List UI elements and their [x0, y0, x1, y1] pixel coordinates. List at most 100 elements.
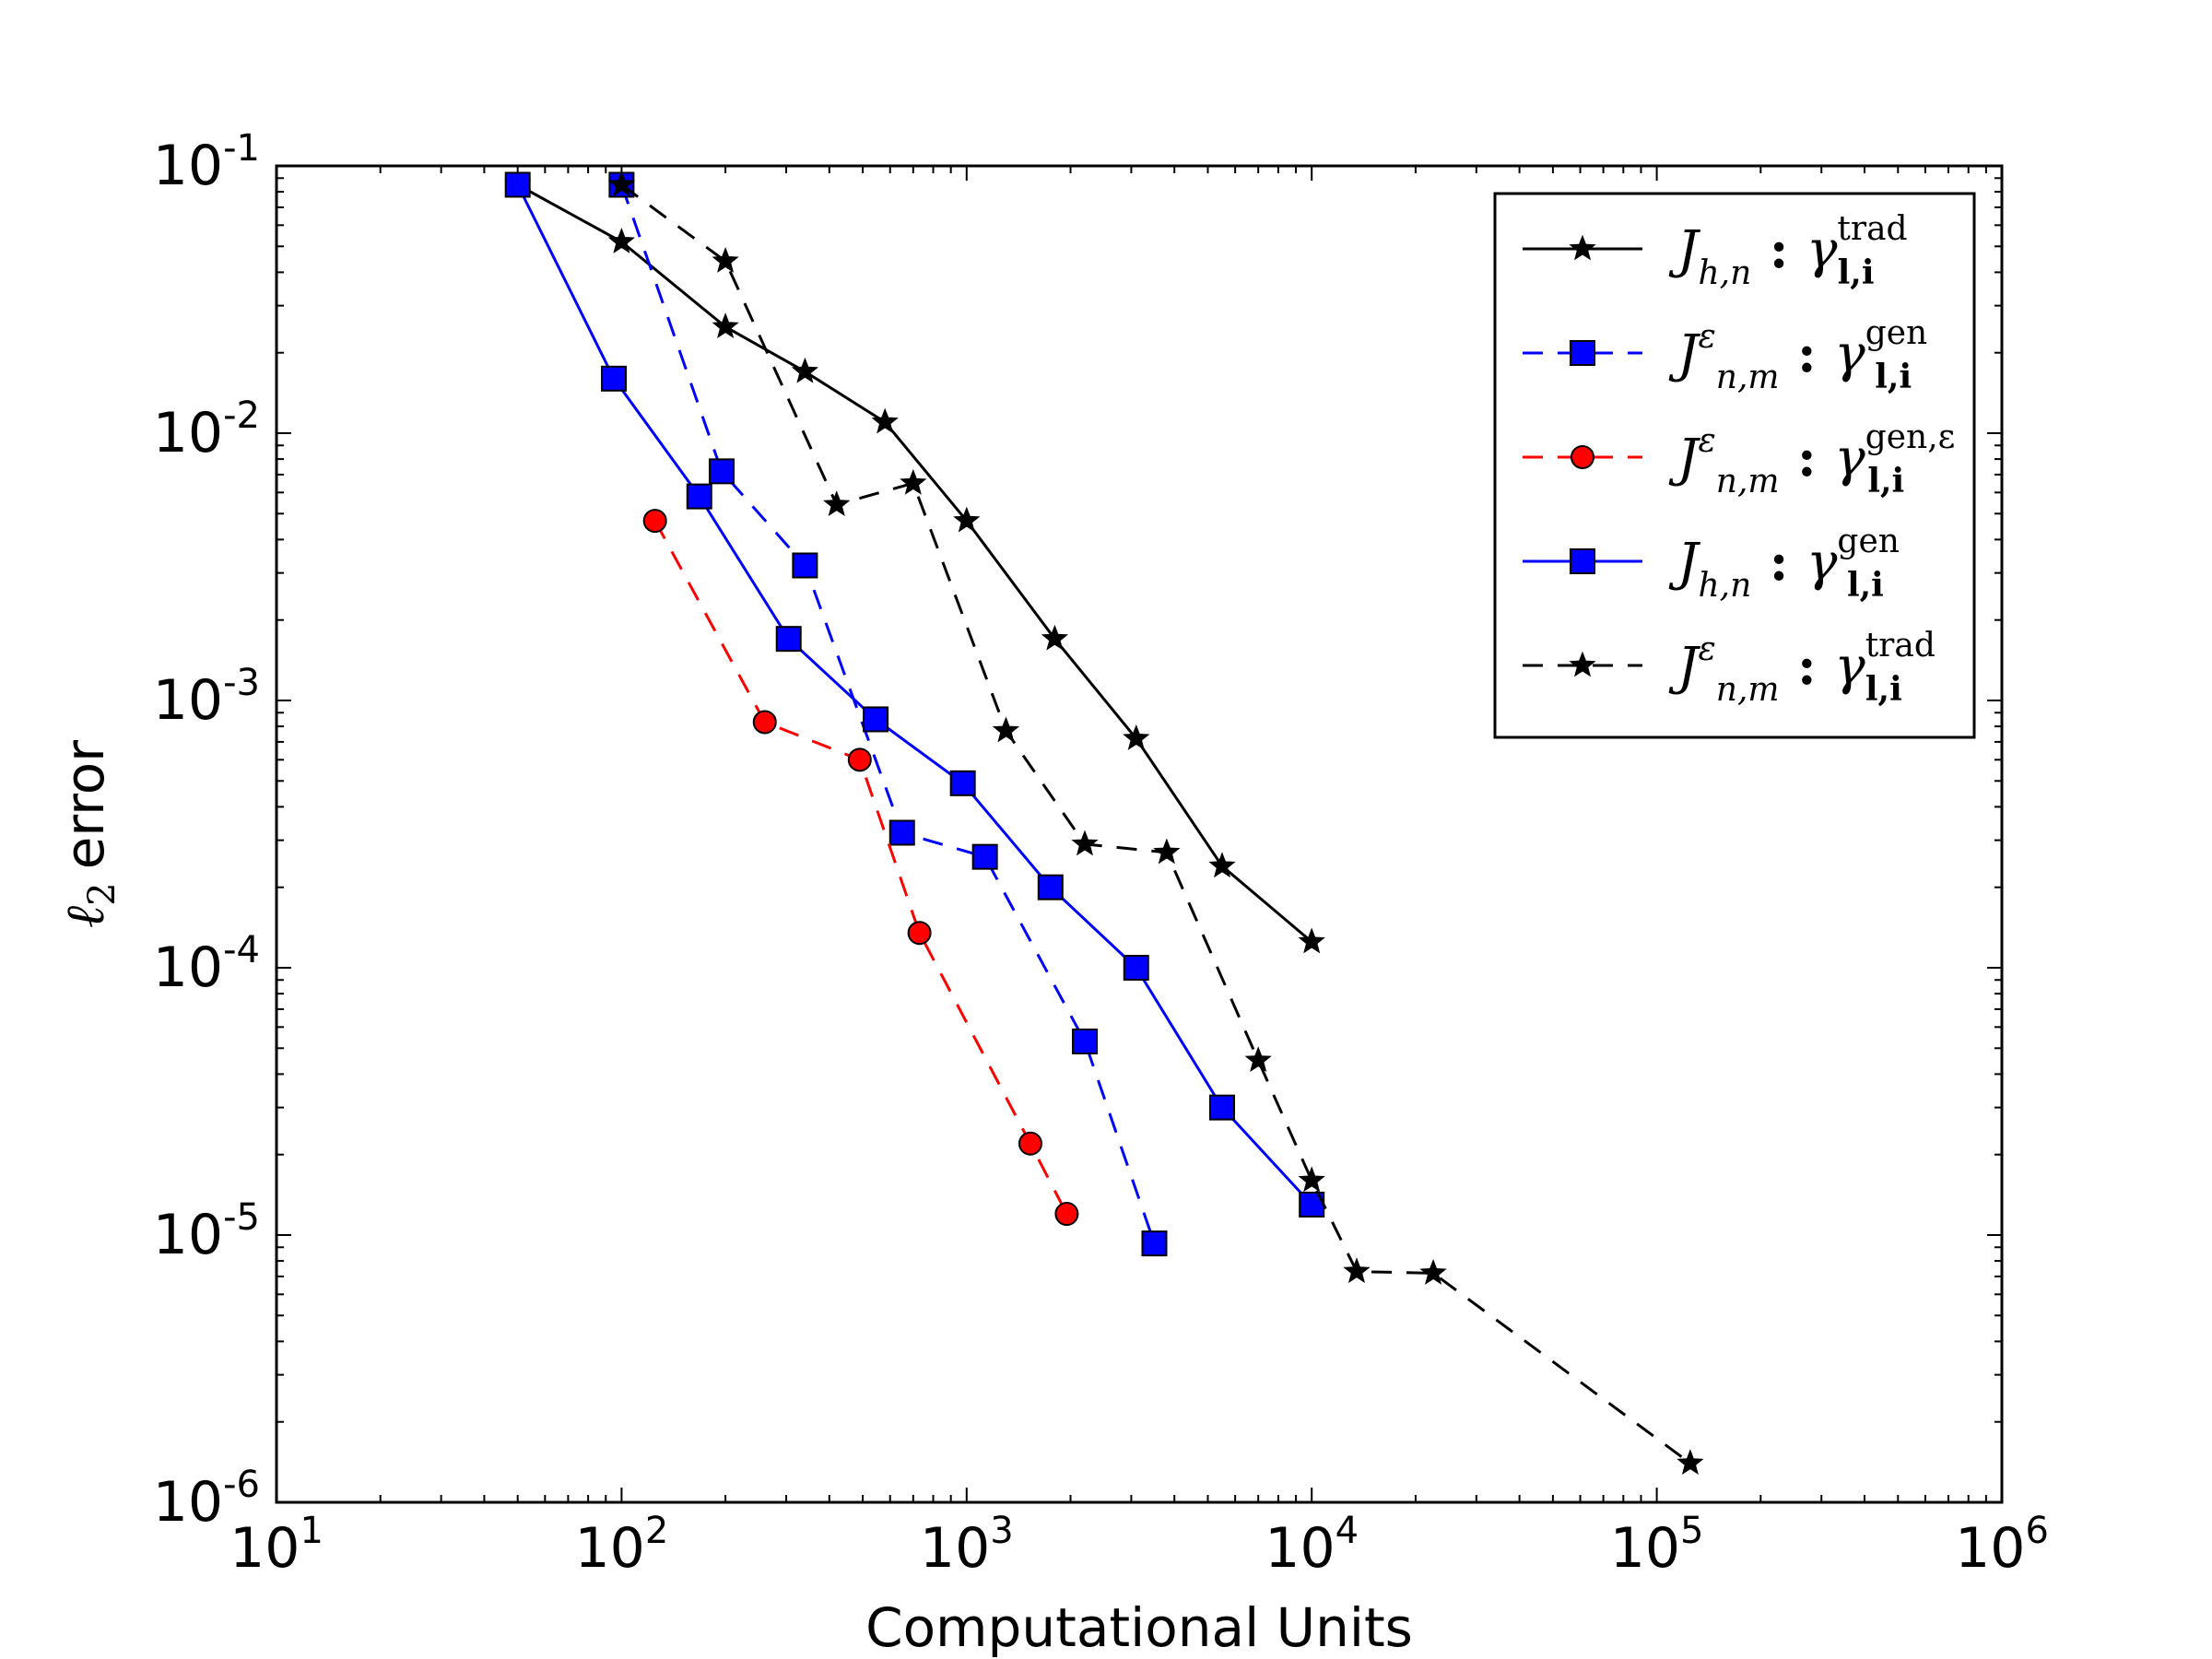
x-tick-label-base: 10	[1955, 1516, 2025, 1581]
legend-gsup: gen,ε	[1865, 418, 1956, 456]
legend-sub: n,m	[1716, 463, 1780, 500]
data-point-jhn-trad	[1298, 927, 1325, 954]
data-point-jhn-gen	[686, 483, 712, 510]
y-tick-label-base: 10	[153, 134, 223, 198]
x-tick-label-base: 10	[920, 1516, 990, 1581]
data-point-jhn-gen	[601, 365, 628, 392]
data-point-jhn-trad	[791, 357, 819, 383]
series-jhn-gen	[504, 171, 1325, 1218]
series-jnm-trad	[607, 171, 1704, 1476]
legend-gamma: γ	[1834, 637, 1865, 697]
legend-separator: :	[1780, 324, 1835, 384]
legend-label-jnm-gen-eps: Jεn,m : γgen,ε l,i	[1668, 418, 1955, 500]
y-axis-label-symbol: ℓ	[53, 906, 116, 928]
legend-marker-jnm-gen	[1570, 340, 1595, 366]
data-point-jnm-gen-eps	[847, 747, 872, 772]
x-tick-label-exp: 4	[1335, 1510, 1359, 1552]
x-tick-label: 101	[229, 1510, 324, 1581]
legend-marker-jhn-trad	[1569, 234, 1596, 261]
x-tick-label: 103	[920, 1510, 1014, 1581]
y-tick-label: 10-2	[153, 394, 260, 465]
y-axis-label: ℓ2 error	[53, 740, 124, 928]
series-line-jhn-trad	[516, 183, 1313, 944]
y-axis-label-text: error	[53, 740, 116, 870]
legend-sup: ε	[1698, 318, 1715, 356]
data-point-jnm-trad	[607, 171, 636, 196]
y-tick-label: 10-5	[153, 1196, 260, 1267]
data-point-jhn-gen	[863, 706, 889, 733]
legend-sup: ε	[1698, 422, 1715, 460]
data-point-jnm-gen-eps	[907, 921, 932, 946]
data-point-jhn-gen	[949, 770, 976, 796]
legend-sub: n,m	[1716, 671, 1780, 709]
y-tick-label: 10-1	[153, 127, 260, 198]
data-point-jhn-trad	[712, 312, 739, 339]
series-line-jnm-trad	[620, 183, 1691, 1465]
x-tick-label-exp: 2	[645, 1510, 668, 1552]
legend-separator: :	[1780, 636, 1835, 697]
data-point-jnm-trad	[1343, 1257, 1371, 1284]
data-point-jnm-gen-eps	[1018, 1131, 1042, 1156]
y-tick-label-exp: -6	[223, 1464, 260, 1506]
data-point-jhn-trad	[607, 228, 636, 253]
x-axis-label: Computational Units	[865, 1596, 1413, 1659]
y-tick-label-exp: -4	[223, 929, 260, 971]
data-point-jhn-trad	[1041, 624, 1069, 651]
axes	[275, 164, 2004, 1504]
data-point-jnm-gen	[1072, 1028, 1099, 1054]
data-point-jnm-gen-eps	[1054, 1202, 1079, 1227]
legend-gamma: γ	[1834, 324, 1865, 384]
data-point-jhn-trad	[953, 506, 981, 533]
legend-gsub: l,i	[1867, 462, 1904, 500]
x-tick-label: 102	[574, 1510, 668, 1581]
legend-separator: :	[1751, 532, 1806, 593]
data-point-jnm-gen-eps	[642, 509, 667, 534]
data-point-jnm-trad	[1071, 830, 1099, 856]
data-point-jnm-trad	[712, 247, 739, 273]
data-point-jhn-gen	[775, 626, 802, 653]
legend-item-jnm-trad: Jεn,m : γtrad l,i	[1523, 627, 1936, 709]
y-tick-label-exp: -2	[223, 394, 260, 437]
legend-gamma: γ	[1806, 220, 1838, 280]
y-axis-label-subscript: 2	[81, 882, 124, 905]
x-tick-label: 106	[1955, 1510, 2049, 1581]
legend-gsup: gen	[1837, 523, 1900, 560]
series-line-jnm-gen-eps	[653, 520, 1068, 1215]
legend-item-jnm-gen: Jεn,m : γgen l,i	[1523, 314, 1927, 396]
data-point-jhn-gen	[1037, 874, 1064, 900]
data-point-jhn-gen	[504, 171, 531, 198]
legend-gamma: γ	[1806, 533, 1838, 593]
y-tick-label-base: 10	[153, 401, 223, 465]
data-point-jnm-gen	[708, 458, 735, 485]
data-point-jnm-gen-eps	[752, 710, 777, 735]
legend-sup: ε	[1698, 630, 1715, 668]
legend-gamma: γ	[1834, 429, 1865, 488]
y-tick-label-exp: -1	[223, 127, 260, 170]
data-point-jhn-trad	[1208, 852, 1236, 878]
legend-item-jhn-trad: Jh,n : γtrad l,i	[1523, 210, 1908, 292]
legend-marker-jhn-gen	[1570, 548, 1595, 574]
data-point-jnm-trad	[1298, 1166, 1325, 1193]
legend-gsup: gen	[1865, 314, 1928, 352]
legend-gsub: l,i	[1865, 670, 1902, 709]
y-tick-label-base: 10	[153, 1203, 223, 1267]
data-point-jnm-gen	[971, 843, 998, 870]
data-point-jnm-gen	[888, 819, 915, 846]
legend-gsup: trad	[1837, 210, 1907, 248]
legend-gsub: l,i	[1875, 358, 1912, 396]
data-point-jnm-trad	[1419, 1259, 1447, 1285]
x-tick-label-exp: 5	[1680, 1510, 1703, 1552]
legend-label-jhn-trad: Jh,n : γtrad l,i	[1668, 210, 1908, 292]
y-tick-label-exp: -5	[223, 1196, 260, 1239]
legend-sub: h,n	[1698, 254, 1751, 292]
series-layer	[504, 171, 1704, 1476]
y-tick-label-base: 10	[153, 1470, 223, 1535]
x-tick-label-base: 10	[1610, 1516, 1680, 1581]
legend-gsub: l,i	[1838, 253, 1875, 292]
x-tick-label-base: 10	[574, 1516, 644, 1581]
data-point-jnm-trad	[1677, 1449, 1704, 1476]
legend-sub: n,m	[1716, 359, 1780, 396]
series-line-jhn-gen	[516, 183, 1313, 1206]
legend-label-jnm-trad: Jεn,m : γtrad l,i	[1668, 627, 1936, 709]
